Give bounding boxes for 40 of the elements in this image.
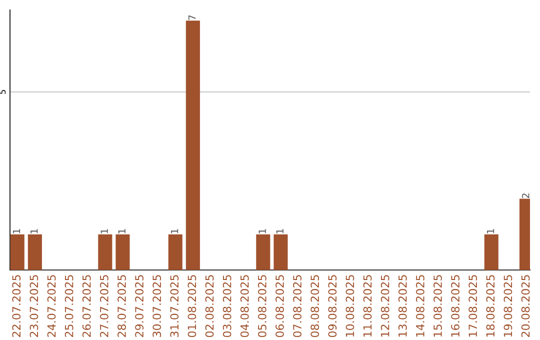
x-tick-label: 08.08.2025 [310,275,320,338]
x-tick-label: 06.08.2025 [276,275,284,338]
data-label: 7 [188,15,196,20]
x-tick-label: 28.07.2025 [118,275,126,337]
data-label: 1 [276,229,284,234]
x-tick-label: 22.07.2025 [12,275,21,337]
data-label: 1 [170,229,178,234]
data-label: 1 [118,229,126,234]
data-label: 1 [30,229,38,234]
x-tick-label: 13.08.2025 [398,275,407,337]
x-tick-label: 16.08.2025 [451,275,460,337]
x-tick-label: 03.08.2025 [222,275,232,338]
x-tick-label: 15.08.2025 [434,275,442,337]
data-label: 1 [258,229,266,234]
x-tick-label: 05.08.2025 [258,275,266,338]
x-tick-label: 23.07.2025 [30,275,38,337]
x-tick-label: 11.08.2025 [363,275,372,337]
x-tick-label: 01.08.2025 [188,275,196,338]
x-tick-label: 26.07.2025 [82,275,91,337]
data-label: 1 [12,229,20,234]
x-tick-label: 25.07.2025 [64,275,74,337]
x-tick-label: 24.07.2025 [47,275,56,337]
x-tick-label: 27.07.2025 [100,275,108,337]
x-tick-label: 29.07.2025 [135,275,144,337]
x-tick-label: 04.08.2025 [240,275,249,338]
x-tick-label: 19.08.2025 [504,275,512,337]
x-tick-label: 17.08.2025 [468,275,478,337]
data-label: 1 [100,229,108,234]
x-tick-label: 12.08.2025 [380,275,390,337]
x-tick-label: 07.08.2025 [293,275,302,338]
x-tick-label: 31.07.2025 [170,275,179,337]
x-tick-label: 10.08.2025 [346,275,354,337]
x-tick-label: 30.07.2025 [152,275,162,337]
x-tick-label: 09.08.2025 [328,275,337,338]
data-label: 1 [486,229,494,234]
x-tick-label: 02.08.2025 [205,275,214,338]
x-tick-label: 14.08.2025 [416,275,424,337]
data-label: 2 [522,194,530,198]
x-tick-label: 20.08.2025 [521,275,530,337]
x-tick-label: 18.08.2025 [486,275,495,337]
